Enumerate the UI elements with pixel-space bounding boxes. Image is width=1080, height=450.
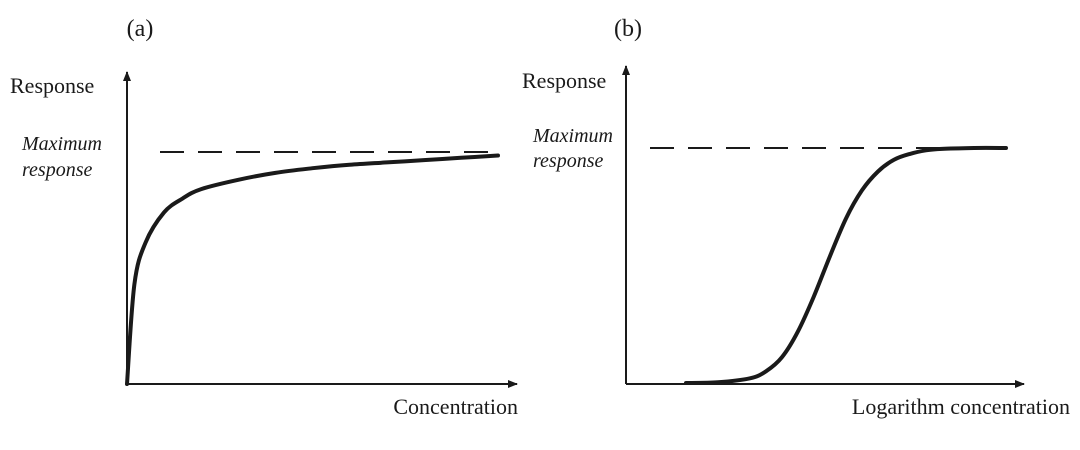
annotation-line1-b: Maximum [532, 125, 613, 147]
annotation-line2-b: response [533, 150, 603, 172]
annotation-line1-a: Maximum [21, 133, 102, 155]
panel-label-a: (a) [127, 16, 154, 42]
response-curve-b [684, 145, 1008, 385]
panel-a: (a) Response Maximum response Concentrat… [10, 16, 518, 419]
response-curve-a [125, 153, 500, 386]
x-axis-label-b: Logarithm concentration [852, 394, 1070, 419]
panel-label-b: (b) [614, 16, 642, 42]
x-axis-label-a: Concentration [393, 394, 518, 419]
annotation-line2-a: response [22, 159, 92, 181]
y-axis-label-b: Response [522, 68, 606, 93]
panel-b: (b) Response Maximum response Logarithm … [522, 16, 1070, 419]
y-axis-label-a: Response [10, 73, 94, 98]
